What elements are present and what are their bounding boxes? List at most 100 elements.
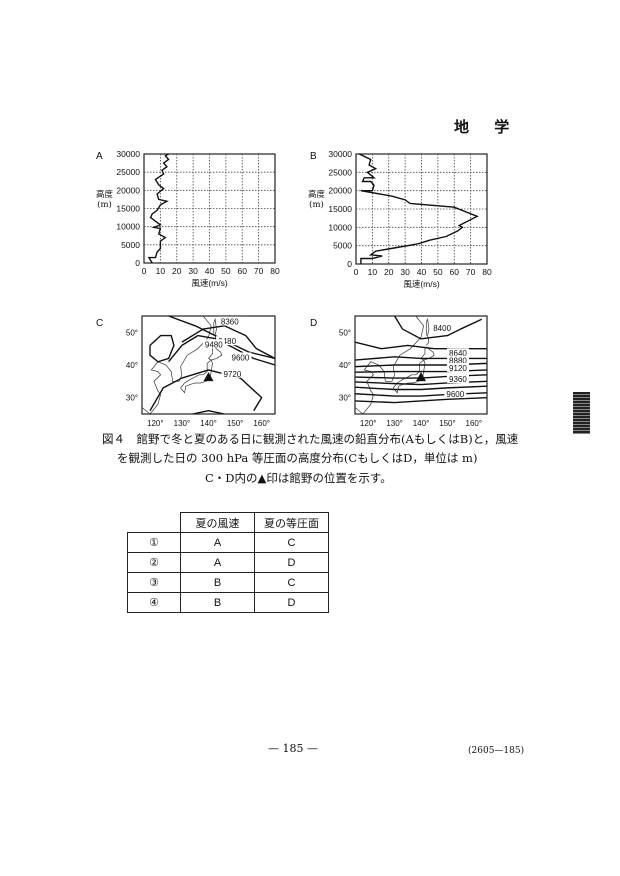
header-surface: 夏の等圧面 bbox=[254, 512, 329, 533]
x-tick-label: 10 bbox=[156, 266, 166, 276]
lon-tick-label: 140° bbox=[413, 419, 430, 428]
x-tick-label: 50 bbox=[221, 266, 231, 276]
y-tick-label: 20000 bbox=[116, 185, 140, 195]
surface-cell: D bbox=[254, 592, 329, 613]
y-axis-label-b: 高度(m) bbox=[308, 190, 326, 210]
x-tick-label: 20 bbox=[172, 266, 182, 276]
x-tick-label: 80 bbox=[482, 267, 492, 277]
lat-tick-label: 40° bbox=[126, 361, 138, 370]
caption-line-2: を観測した日の 300 hPa 等圧面の高度分布(CもしくはD，単位は m) bbox=[117, 451, 478, 465]
contour-label: 9360 bbox=[449, 375, 467, 384]
lon-tick-label: 130° bbox=[386, 419, 403, 428]
contour-line bbox=[181, 325, 275, 360]
contour-label: 8360 bbox=[221, 318, 239, 327]
contour-label: 8400 bbox=[433, 324, 451, 333]
lat-tick-label: 50° bbox=[126, 328, 138, 337]
x-tick-label: 40 bbox=[205, 266, 215, 276]
lon-tick-label: 150° bbox=[439, 419, 456, 428]
subject-title: 地 学 bbox=[454, 118, 520, 136]
contour-label: 9120 bbox=[449, 364, 467, 373]
x-axis-label: 風速(m/s) bbox=[403, 279, 440, 289]
x-tick-label: 70 bbox=[254, 266, 264, 276]
contour-label: 9600 bbox=[232, 353, 250, 362]
surface-cell: D bbox=[254, 552, 329, 573]
contour-line bbox=[355, 392, 487, 397]
label-bg bbox=[202, 339, 225, 349]
label-bg bbox=[446, 348, 469, 358]
figure-note: C・D内の▲印は館野の位置を示す。 bbox=[205, 471, 392, 485]
coastline bbox=[420, 346, 435, 361]
x-tick-label: 30 bbox=[188, 266, 198, 276]
lat-tick-label: 40° bbox=[339, 361, 351, 370]
contour-label: 9600 bbox=[446, 390, 464, 399]
wind-cell: B bbox=[180, 572, 255, 593]
y-tick-label: 10000 bbox=[116, 222, 140, 232]
map-frame bbox=[141, 315, 276, 415]
coastline bbox=[208, 346, 223, 361]
label-bg bbox=[446, 362, 469, 372]
y-tick-label: 20000 bbox=[328, 186, 352, 196]
figure-caption: 図４ 館野で冬と夏のある日に観測された風速の鉛直分布(AもしくはB)と，風速 を… bbox=[102, 430, 522, 468]
lat-tick-label: 50° bbox=[339, 328, 351, 337]
x-tick-label: 0 bbox=[354, 267, 359, 277]
contour-line bbox=[192, 410, 225, 414]
x-tick-label: 10 bbox=[368, 267, 378, 277]
y-tick-label: 25000 bbox=[116, 167, 140, 177]
panel-label: D bbox=[310, 318, 317, 329]
section-tab-marker bbox=[573, 392, 590, 434]
y-axis-label-a: 高度(m) bbox=[96, 190, 114, 210]
lon-tick-label: 120° bbox=[360, 419, 377, 428]
lon-tick-label: 150° bbox=[227, 419, 244, 428]
contour-label: 9480 bbox=[218, 337, 236, 346]
contour-line bbox=[149, 369, 263, 412]
label-bg bbox=[218, 316, 241, 326]
wind-cell: A bbox=[180, 552, 255, 573]
contour-line bbox=[355, 385, 487, 391]
label-bg bbox=[446, 355, 469, 365]
lat-tick-label: 30° bbox=[126, 394, 138, 403]
y-tick-label: 0 bbox=[347, 259, 352, 269]
x-tick-label: 20 bbox=[384, 267, 394, 277]
y-tick-label: 15000 bbox=[116, 204, 140, 214]
page-number: — 185 — bbox=[268, 742, 318, 755]
wind-profile-line bbox=[358, 153, 479, 264]
label-bg bbox=[444, 389, 467, 399]
y-tick-label: 15000 bbox=[328, 204, 352, 214]
coastline bbox=[180, 359, 213, 394]
x-tick-label: 40 bbox=[417, 267, 427, 277]
label-bg bbox=[221, 368, 244, 378]
x-tick-label: 70 bbox=[466, 267, 476, 277]
map-frame bbox=[354, 315, 488, 415]
choice-number: ② bbox=[127, 552, 181, 573]
y-tick-label: 25000 bbox=[328, 167, 352, 177]
coastline bbox=[393, 359, 426, 394]
y-tick-label: 5000 bbox=[333, 241, 352, 251]
label-bg bbox=[446, 374, 469, 384]
y-tick-label: 5000 bbox=[121, 240, 140, 250]
wind-cell: A bbox=[180, 532, 255, 553]
contour-label: 9480 bbox=[205, 340, 223, 349]
contour-line bbox=[355, 341, 487, 350]
wind-cell: B bbox=[180, 592, 255, 613]
panel-label: C bbox=[96, 318, 103, 329]
lon-tick-label: 160° bbox=[466, 419, 483, 428]
contour-line bbox=[149, 334, 175, 363]
figure-4: A0 10 20 30 40 50 60 70 800500010000150002000025… bbox=[96, 149, 492, 428]
coastline bbox=[425, 317, 430, 346]
label-bg bbox=[431, 323, 454, 333]
lon-tick-label: 120° bbox=[147, 419, 164, 428]
y-tick-label: 30000 bbox=[328, 149, 352, 159]
panel-label: B bbox=[310, 151, 317, 162]
panel-label: A bbox=[96, 151, 103, 162]
label-bg bbox=[229, 352, 252, 362]
choice-number: ① bbox=[127, 532, 181, 553]
contour-line bbox=[394, 316, 483, 340]
choice-number: ④ bbox=[127, 592, 181, 613]
